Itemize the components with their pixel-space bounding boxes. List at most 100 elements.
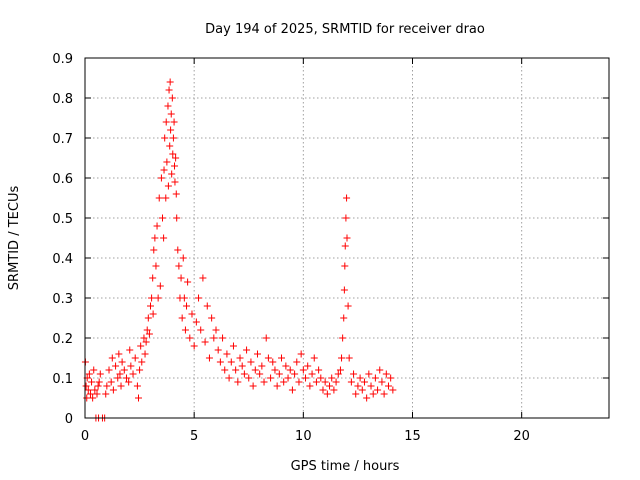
- data-point: [297, 350, 305, 358]
- y-tick-label: 0: [65, 412, 73, 427]
- data-point: [308, 370, 316, 378]
- data-point: [115, 350, 123, 358]
- data-point: [149, 274, 157, 282]
- data-point: [229, 342, 237, 350]
- data-point: [126, 346, 134, 354]
- data-point: [260, 378, 268, 386]
- data-point: [195, 294, 203, 302]
- data-point: [286, 366, 294, 374]
- data-point: [275, 370, 283, 378]
- data-point: [163, 158, 171, 166]
- data-point: [180, 294, 188, 302]
- data-point: [169, 134, 177, 142]
- data-point: [356, 374, 364, 382]
- data-point: [299, 366, 307, 374]
- data-point: [332, 378, 340, 386]
- data-point: [304, 362, 312, 370]
- data-point: [162, 194, 170, 202]
- data-point: [321, 378, 329, 386]
- data-point: [253, 350, 261, 358]
- data-point: [334, 370, 342, 378]
- x-tick-label: 15: [404, 429, 421, 444]
- data-point: [256, 370, 264, 378]
- data-point: [245, 374, 253, 382]
- data-point: [82, 382, 90, 390]
- data-point: [164, 182, 172, 190]
- data-point: [197, 326, 205, 334]
- data-point: [280, 378, 288, 386]
- data-point: [172, 154, 180, 162]
- data-point: [181, 326, 189, 334]
- y-tick-label: 0.1: [52, 372, 73, 387]
- data-point: [105, 366, 113, 374]
- data-point: [84, 386, 92, 394]
- data-point: [116, 370, 124, 378]
- data-point: [234, 378, 242, 386]
- data-point: [91, 386, 99, 394]
- data-point: [186, 334, 194, 342]
- data-point: [148, 294, 156, 302]
- y-tick-label: 0.2: [52, 332, 73, 347]
- data-point: [144, 314, 152, 322]
- grid-lines: [85, 58, 609, 418]
- data-point: [103, 382, 111, 390]
- data-point: [210, 334, 218, 342]
- data-point: [133, 382, 141, 390]
- data-point: [177, 274, 185, 282]
- data-point: [156, 282, 164, 290]
- data-point: [365, 370, 373, 378]
- data-point: [122, 374, 130, 382]
- data-point: [227, 358, 235, 366]
- data-point: [201, 338, 209, 346]
- data-point: [306, 382, 314, 390]
- data-point: [171, 178, 179, 186]
- data-point: [174, 246, 182, 254]
- data-point: [107, 378, 115, 386]
- data-point: [208, 314, 216, 322]
- data-point: [90, 366, 98, 374]
- data-point: [157, 174, 165, 182]
- data-point: [238, 362, 246, 370]
- data-point: [129, 370, 137, 378]
- data-point: [251, 366, 259, 374]
- data-point: [86, 390, 94, 398]
- y-tick-label: 0.5: [52, 212, 73, 227]
- data-point: [249, 382, 257, 390]
- y-tick-label: 0.7: [52, 132, 73, 147]
- data-point: [340, 314, 348, 322]
- data-point: [236, 354, 244, 362]
- data-point: [343, 234, 351, 242]
- data-point: [288, 386, 296, 394]
- data-point: [232, 366, 240, 374]
- data-point: [167, 126, 175, 134]
- data-point: [341, 262, 349, 270]
- data-point: [152, 262, 160, 270]
- data-point: [328, 374, 336, 382]
- data-point: [192, 318, 200, 326]
- data-point: [369, 390, 377, 398]
- data-point: [175, 262, 183, 270]
- data-point: [109, 386, 117, 394]
- data-point: [278, 354, 285, 362]
- data-point: [183, 302, 191, 310]
- data-point: [347, 378, 355, 386]
- data-point: [168, 170, 176, 178]
- data-point: [212, 326, 220, 334]
- y-tick-labels: 0 0.1 0.2 0.3 0.4 0.5 0.6 0.7 0.8 0.9: [52, 52, 73, 427]
- data-point: [339, 334, 347, 342]
- data-point: [345, 354, 353, 362]
- data-point: [173, 214, 181, 222]
- data-point: [221, 366, 229, 374]
- data-point: [95, 378, 103, 386]
- plot-frame: [84, 57, 610, 419]
- data-point: [184, 278, 192, 286]
- data-point: [162, 118, 170, 126]
- data-point: [155, 194, 163, 202]
- data-point: [367, 382, 375, 390]
- data-point: [389, 386, 397, 394]
- data-point: [267, 374, 275, 382]
- data-point: [89, 394, 97, 402]
- data-point: [282, 362, 290, 370]
- data-point: [199, 274, 207, 282]
